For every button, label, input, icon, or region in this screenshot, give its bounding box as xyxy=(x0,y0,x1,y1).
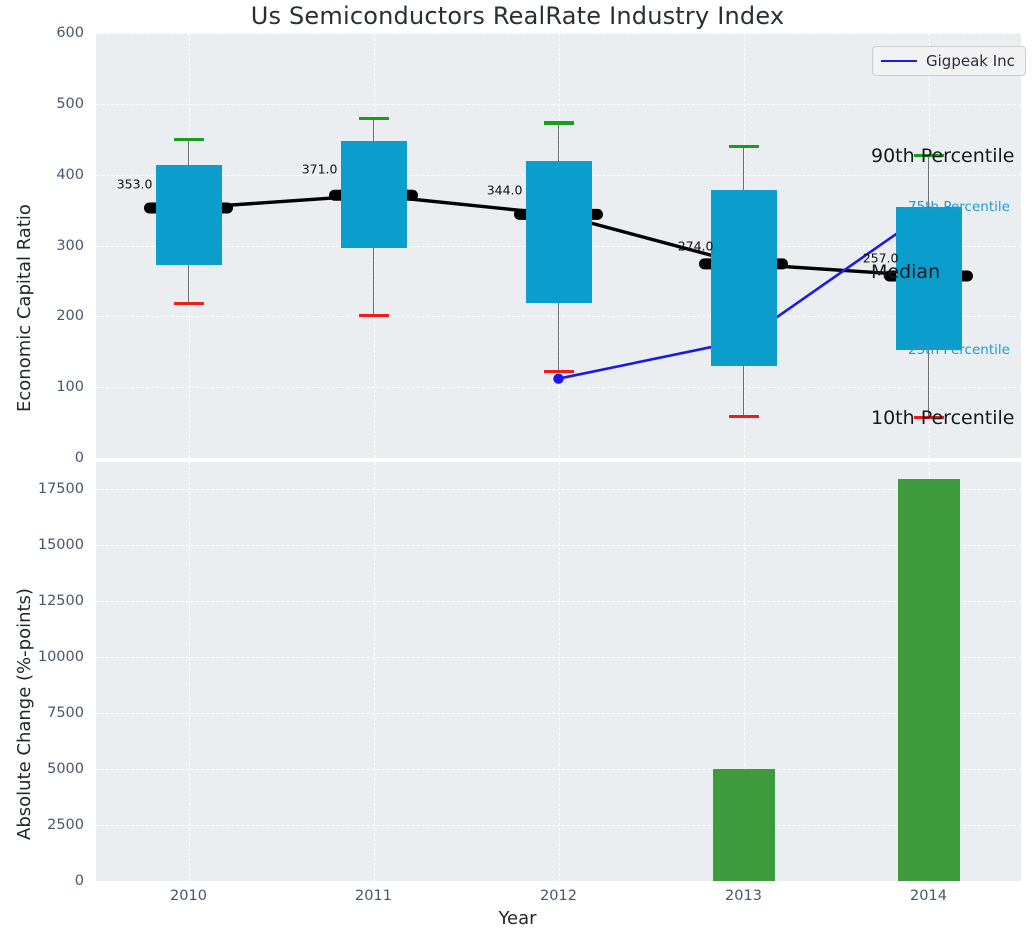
annotation-10th-percentile: 10th Percentile xyxy=(871,406,1015,429)
cap-10th-2012 xyxy=(543,369,574,374)
cap-90th-2011 xyxy=(358,117,389,121)
y-tick-bottom-15000: 15000 xyxy=(37,536,84,553)
y-tick-bottom-17500: 17500 xyxy=(37,480,84,497)
annotation-75th-percentile: 75th Percentile xyxy=(908,199,1010,216)
annotation-25th-percentile: 25th Percentile xyxy=(908,342,1010,359)
panel-absolute-change xyxy=(96,462,1021,882)
y-tick-top-0: 0 xyxy=(74,450,84,466)
bar-absolute-change-2014 xyxy=(897,478,960,881)
box-interquartile-2013 xyxy=(710,189,777,366)
y-tick-bottom-5000: 5000 xyxy=(47,760,84,777)
y-tick-bottom-7500: 7500 xyxy=(47,704,84,721)
median-value-label-2011: 371.0 xyxy=(301,161,338,177)
y-tick-bottom-0: 0 xyxy=(74,873,84,889)
x-axis-label: Year xyxy=(498,908,537,929)
y-tick-top-300: 300 xyxy=(56,237,84,254)
legend-label-gigpeak: Gigpeak Inc xyxy=(926,52,1015,70)
y-axis-label-top: Economic Capital Ratio xyxy=(14,204,35,412)
y-tick-bottom-10000: 10000 xyxy=(37,648,84,665)
gridline-vertical xyxy=(188,462,190,881)
box-interquartile-2011 xyxy=(340,140,407,248)
box-interquartile-2014 xyxy=(895,207,962,351)
bar-absolute-change-2013 xyxy=(712,768,775,881)
gridline-vertical xyxy=(743,462,745,881)
x-tick-2011: 2011 xyxy=(355,888,392,904)
y-axis-label-bottom: Absolute Change (%-points) xyxy=(14,588,35,840)
annotation-90th-percentile: 90th Percentile xyxy=(871,144,1015,167)
legend[interactable]: Gigpeak Inc xyxy=(872,46,1026,76)
gridline-horizontal xyxy=(96,458,1021,459)
x-tick-2012: 2012 xyxy=(540,888,577,904)
cap-90th-2013 xyxy=(728,144,759,148)
y-tick-top-500: 500 xyxy=(56,95,84,112)
median-value-label-2010: 353.0 xyxy=(116,176,153,192)
y-tick-bottom-2500: 2500 xyxy=(47,816,84,833)
legend-line-swatch-gigpeak xyxy=(881,60,917,62)
gridline-vertical xyxy=(373,462,375,881)
gridline-vertical xyxy=(558,462,560,881)
x-tick-2013: 2013 xyxy=(725,888,762,904)
chart-title: Us Semiconductors RealRate Industry Inde… xyxy=(250,2,785,30)
cap-90th-2014 xyxy=(913,153,944,158)
box-interquartile-2010 xyxy=(155,165,222,266)
y-tick-top-600: 600 xyxy=(56,25,84,41)
median-value-label-2012: 344.0 xyxy=(486,182,523,198)
cap-10th-2010 xyxy=(173,301,204,306)
median-value-label-2013: 274.0 xyxy=(677,238,714,254)
x-tick-2010: 2010 xyxy=(170,888,207,904)
y-tick-top-100: 100 xyxy=(56,379,84,396)
x-tick-2014: 2014 xyxy=(910,888,947,904)
median-value-label-2014: 257.0 xyxy=(862,250,899,266)
annotation-median: Median xyxy=(871,261,941,284)
y-tick-top-200: 200 xyxy=(56,308,84,325)
cap-10th-2011 xyxy=(358,314,389,318)
cap-90th-2012 xyxy=(543,121,574,125)
gridline-horizontal xyxy=(96,881,1021,882)
y-tick-bottom-12500: 12500 xyxy=(37,592,84,609)
cap-90th-2010 xyxy=(173,137,204,141)
box-interquartile-2012 xyxy=(525,160,592,303)
cap-10th-2014 xyxy=(913,416,944,420)
cap-10th-2013 xyxy=(728,414,759,418)
y-tick-top-400: 400 xyxy=(56,166,84,183)
